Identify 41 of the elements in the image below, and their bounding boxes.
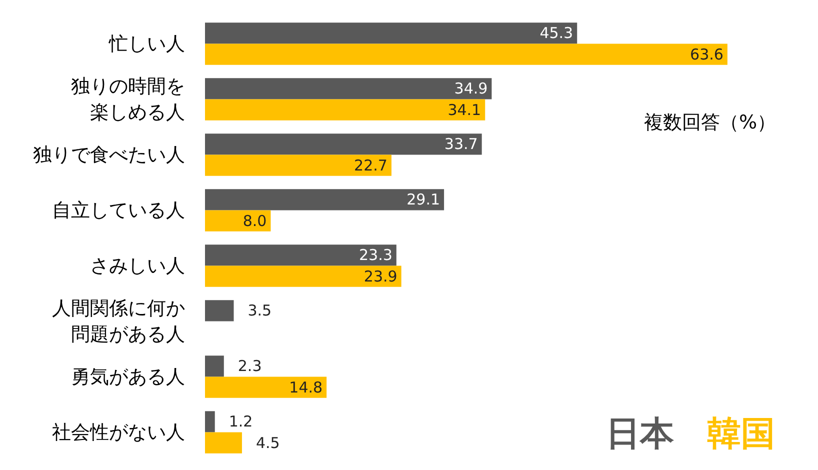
y-tick-label: 独りで食べたい人 xyxy=(33,144,185,166)
y-tick-label: 独りの時間を楽しめる人 xyxy=(71,75,185,124)
data-label: 4.5 xyxy=(256,434,280,452)
data-label: 1.2 xyxy=(228,412,253,431)
bar xyxy=(205,411,215,432)
bar xyxy=(205,266,402,287)
bar xyxy=(205,356,224,377)
data-label: 34.1 xyxy=(448,100,482,119)
y-tick-label: さみしい人 xyxy=(90,254,185,277)
y-tick-label: 人間関係に何か問題がある人 xyxy=(52,297,185,346)
bar xyxy=(205,22,578,44)
data-label: 45.3 xyxy=(540,24,574,42)
bar xyxy=(205,432,242,454)
bar xyxy=(205,134,482,155)
bar xyxy=(205,78,492,100)
y-tick-label: 忙しい人 xyxy=(108,32,185,55)
data-label: 29.1 xyxy=(406,190,440,209)
bar xyxy=(205,376,327,398)
data-label: 14.8 xyxy=(289,378,323,396)
y-tick-label: 社会性がない人 xyxy=(52,421,185,444)
data-label: 34.9 xyxy=(454,80,488,98)
y-tick-label: 自立している人 xyxy=(52,199,185,222)
data-label: 2.3 xyxy=(238,357,262,376)
annotation: 複数回答（%） xyxy=(644,112,776,134)
data-label: 22.7 xyxy=(354,156,388,174)
bar xyxy=(205,44,728,65)
y-tick-label: 勇気がある人 xyxy=(71,366,185,388)
data-label: 23.3 xyxy=(358,246,392,264)
bar xyxy=(205,300,234,322)
data-label: 8.0 xyxy=(242,212,267,230)
data-label: 63.6 xyxy=(690,45,724,64)
data-label: 33.7 xyxy=(444,135,478,154)
data-label: 23.9 xyxy=(364,267,398,286)
text: 韓国 xyxy=(707,414,775,454)
bar xyxy=(205,99,486,120)
data-label: 3.5 xyxy=(248,302,272,320)
bar xyxy=(205,154,392,176)
bar xyxy=(205,244,396,266)
text: 日本 xyxy=(606,414,675,454)
bar xyxy=(205,189,444,210)
bar xyxy=(205,210,271,232)
